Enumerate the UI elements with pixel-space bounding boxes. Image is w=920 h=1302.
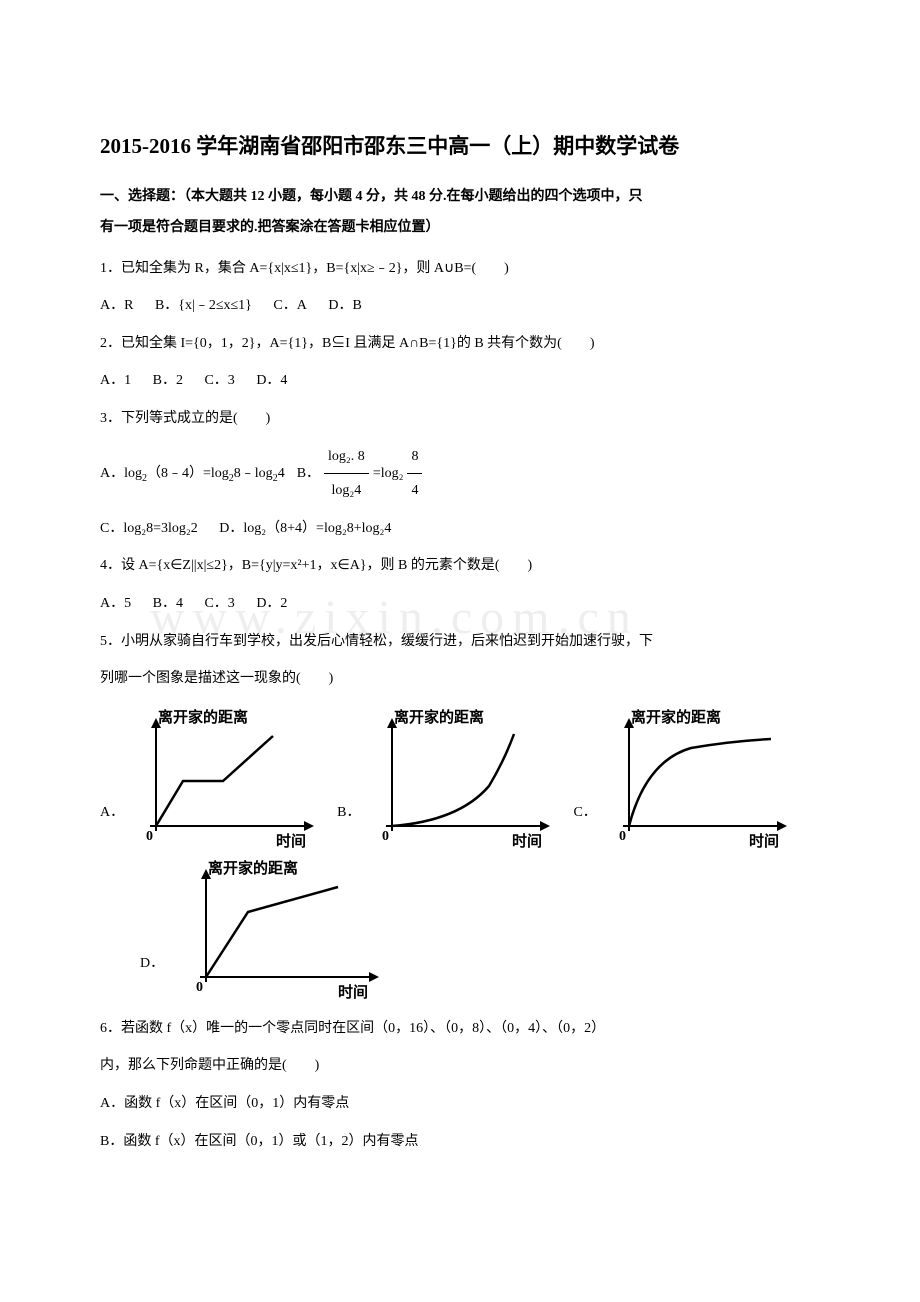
q3-frac2: 8 4 (407, 440, 422, 508)
svg-text:时间: 时间 (512, 832, 542, 850)
q2-opt-d: D．4 (256, 364, 287, 398)
q3-frac1: log₂. 8 log₂4 (324, 440, 369, 508)
q3-eq: =log₂ (373, 457, 404, 491)
q4-opt-b: B．4 (153, 587, 183, 621)
q6-opt-b: B．函数 f（x）在区间（0，1）或（1，2）内有零点 (100, 1125, 820, 1159)
graph-b-label: B． (337, 801, 360, 821)
graph-row-1: A． 离开家的距离 0 时间 B． 离开家的距离 0 时间 C． 离开家的距离 (100, 706, 820, 851)
q3-options-ab: A．log2（8﹣4）=log28﹣log24 B． log₂. 8 log₂4… (100, 440, 820, 508)
q4-options: A．5 B．4 C．3 D．2 (100, 587, 820, 621)
q3-frac1-num: log₂. 8 (324, 440, 369, 475)
section-header: 一、选择题：（本大题共 12 小题，每小题 4 分，共 48 分.在每小题给出的… (100, 182, 820, 244)
graph-d: 离开家的距离 0 时间 (178, 857, 388, 1002)
q3-text: 3．下列等式成立的是( ) (100, 402, 820, 436)
q6-text2: 内，那么下列命题中正确的是( ) (100, 1049, 820, 1083)
q5-text1: 5．小明从家骑自行车到学校，出发后心情轻松，缓缓行进，后来怕迟到开始加速行驶，下 (100, 625, 820, 659)
q4-opt-d: D．2 (256, 587, 287, 621)
graph-d-label: D． (140, 952, 164, 972)
q1-opt-a: A．R (100, 289, 133, 323)
q1-opt-c: C．A (273, 289, 306, 323)
svg-text:0: 0 (146, 829, 153, 844)
q3-frac2-num: 8 (407, 440, 422, 475)
q3-frac2-den: 4 (407, 474, 422, 508)
q3-opt-d: D．log₂（8+4）=log₂8+log₂4 (219, 512, 391, 546)
q1-opt-b: B．{x|﹣2≤x≤1} (155, 289, 252, 323)
graph-b-wrap: B． 离开家的距离 0 时间 (337, 706, 559, 851)
svg-text:离开家的距离: 离开家的距离 (158, 708, 248, 726)
q5-text2: 列哪一个图象是描述这一现象的( ) (100, 662, 820, 696)
graph-c-label: C． (573, 801, 596, 821)
svg-text:0: 0 (619, 829, 626, 844)
graph-a: 离开家的距离 0 时间 (128, 706, 323, 851)
q2-opt-b: B．2 (153, 364, 183, 398)
q2-opt-c: C．3 (204, 364, 234, 398)
svg-text:离开家的距离: 离开家的距离 (631, 708, 721, 726)
svg-text:0: 0 (382, 829, 389, 844)
q4-opt-a: A．5 (100, 587, 131, 621)
q1-options: A．R B．{x|﹣2≤x≤1} C．A D．B (100, 289, 820, 323)
q2-opt-a: A．1 (100, 364, 131, 398)
section-header-line2: 有一项是符合题目要求的.把答案涂在答题卡相应位置） (100, 220, 440, 235)
graph-row-2: D． 离开家的距离 0 时间 (100, 857, 820, 1002)
q6-text1: 6．若函数 f（x）唯一的一个零点同时在区间（0，16）、（0，8）、（0，4）… (100, 1012, 820, 1046)
q3-frac1-den: log₂4 (324, 474, 369, 508)
svg-text:0: 0 (196, 980, 203, 995)
svg-text:离开家的距离: 离开家的距离 (394, 708, 484, 726)
svg-text:时间: 时间 (338, 983, 368, 1001)
svg-text:时间: 时间 (749, 832, 779, 850)
q3-opt-b: B． (297, 457, 320, 491)
q1-text: 1．已知全集为 R，集合 A={x|x≤1}，B={x|x≥﹣2}，则 A∪B=… (100, 252, 820, 286)
svg-text:时间: 时间 (276, 832, 306, 850)
graph-a-wrap: A． 离开家的距离 0 时间 (100, 706, 323, 851)
q4-text: 4．设 A={x∈Z||x|≤2}，B={y|y=x²+1，x∈A}，则 B 的… (100, 549, 820, 583)
svg-text:离开家的距离: 离开家的距离 (208, 859, 298, 877)
q1-opt-d: D．B (328, 289, 361, 323)
q2-options: A．1 B．2 C．3 D．4 (100, 364, 820, 398)
q4-opt-c: C．3 (204, 587, 234, 621)
graph-b: 离开家的距离 0 时间 (364, 706, 559, 851)
q3-opt-c: C．log₂8=3log₂2 (100, 512, 198, 546)
q6-opt-a: A．函数 f（x）在区间（0，1）内有零点 (100, 1087, 820, 1121)
graph-c: 离开家的距离 0 时间 (601, 706, 796, 851)
q2-text: 2．已知全集 I={0，1，2}，A={1}，B⊆I 且满足 A∩B={1}的 … (100, 327, 820, 361)
graph-a-label: A． (100, 801, 124, 821)
graph-c-wrap: C． 离开家的距离 0 时间 (573, 706, 795, 851)
q3-opt-a: A．log2（8﹣4）=log28﹣log24 (100, 457, 285, 491)
page-title: 2015-2016 学年湖南省邵阳市邵东三中高一（上）期中数学试卷 (100, 130, 820, 160)
section-header-line1: 一、选择题：（本大题共 12 小题，每小题 4 分，共 48 分.在每小题给出的… (100, 189, 643, 204)
q3-options-cd: C．log₂8=3log₂2 D．log₂（8+4）=log₂8+log₂4 (100, 512, 820, 546)
